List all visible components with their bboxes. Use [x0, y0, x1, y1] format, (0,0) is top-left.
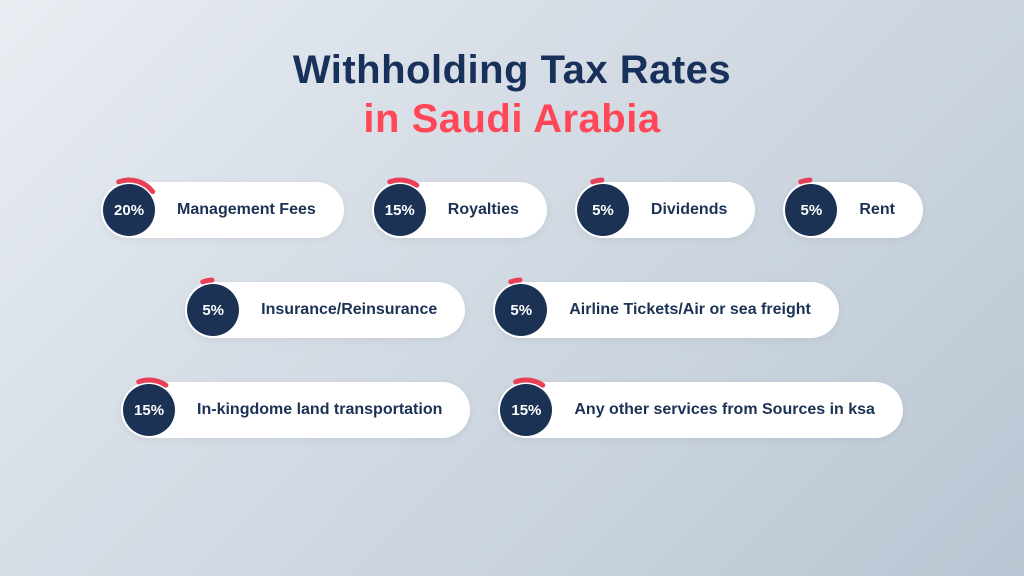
rate-circle: 5%: [487, 276, 555, 344]
rate-pill: 15% Royalties: [372, 182, 547, 238]
rate-label: Royalties: [448, 201, 519, 219]
rate-label: Dividends: [651, 201, 727, 219]
rate-circle: 5%: [777, 176, 845, 244]
rate-pill: 20% Management Fees: [101, 182, 344, 238]
rates-row: 5% Insurance/Reinsurance 5% Airline Tick…: [60, 282, 964, 338]
rate-pill: 15% In-kingdome land transportation: [121, 382, 470, 438]
title-line-2: in Saudi Arabia: [0, 97, 1024, 142]
title-line-1: Withholding Tax Rates: [0, 48, 1024, 93]
rate-percent: 15%: [374, 184, 426, 236]
rates-container: 20% Management Fees 15% Royalties 5% Div…: [0, 182, 1024, 438]
rate-percent: 20%: [103, 184, 155, 236]
rate-circle: 5%: [179, 276, 247, 344]
rate-percent: 5%: [495, 284, 547, 336]
rate-circle: 15%: [366, 176, 434, 244]
rate-percent: 5%: [187, 284, 239, 336]
rate-label: Insurance/Reinsurance: [261, 301, 437, 319]
rate-percent: 15%: [123, 384, 175, 436]
rate-percent: 5%: [577, 184, 629, 236]
rate-circle: 15%: [492, 376, 560, 444]
title-block: Withholding Tax Rates in Saudi Arabia: [0, 0, 1024, 182]
rate-circle: 5%: [569, 176, 637, 244]
rate-pill: 5% Insurance/Reinsurance: [185, 282, 465, 338]
rate-label: Airline Tickets/Air or sea freight: [569, 301, 811, 319]
rate-label: Rent: [859, 201, 895, 219]
rate-circle: 20%: [95, 176, 163, 244]
rate-label: Any other services from Sources in ksa: [574, 401, 875, 419]
rate-percent: 5%: [785, 184, 837, 236]
rates-row: 20% Management Fees 15% Royalties 5% Div…: [60, 182, 964, 238]
rate-pill: 5% Airline Tickets/Air or sea freight: [493, 282, 839, 338]
rates-row: 15% In-kingdome land transportation 15% …: [60, 382, 964, 438]
rate-pill: 15% Any other services from Sources in k…: [498, 382, 903, 438]
rate-label: Management Fees: [177, 201, 316, 219]
rate-pill: 5% Rent: [783, 182, 923, 238]
rate-percent: 15%: [500, 384, 552, 436]
rate-pill: 5% Dividends: [575, 182, 755, 238]
rate-circle: 15%: [115, 376, 183, 444]
rate-label: In-kingdome land transportation: [197, 401, 442, 419]
